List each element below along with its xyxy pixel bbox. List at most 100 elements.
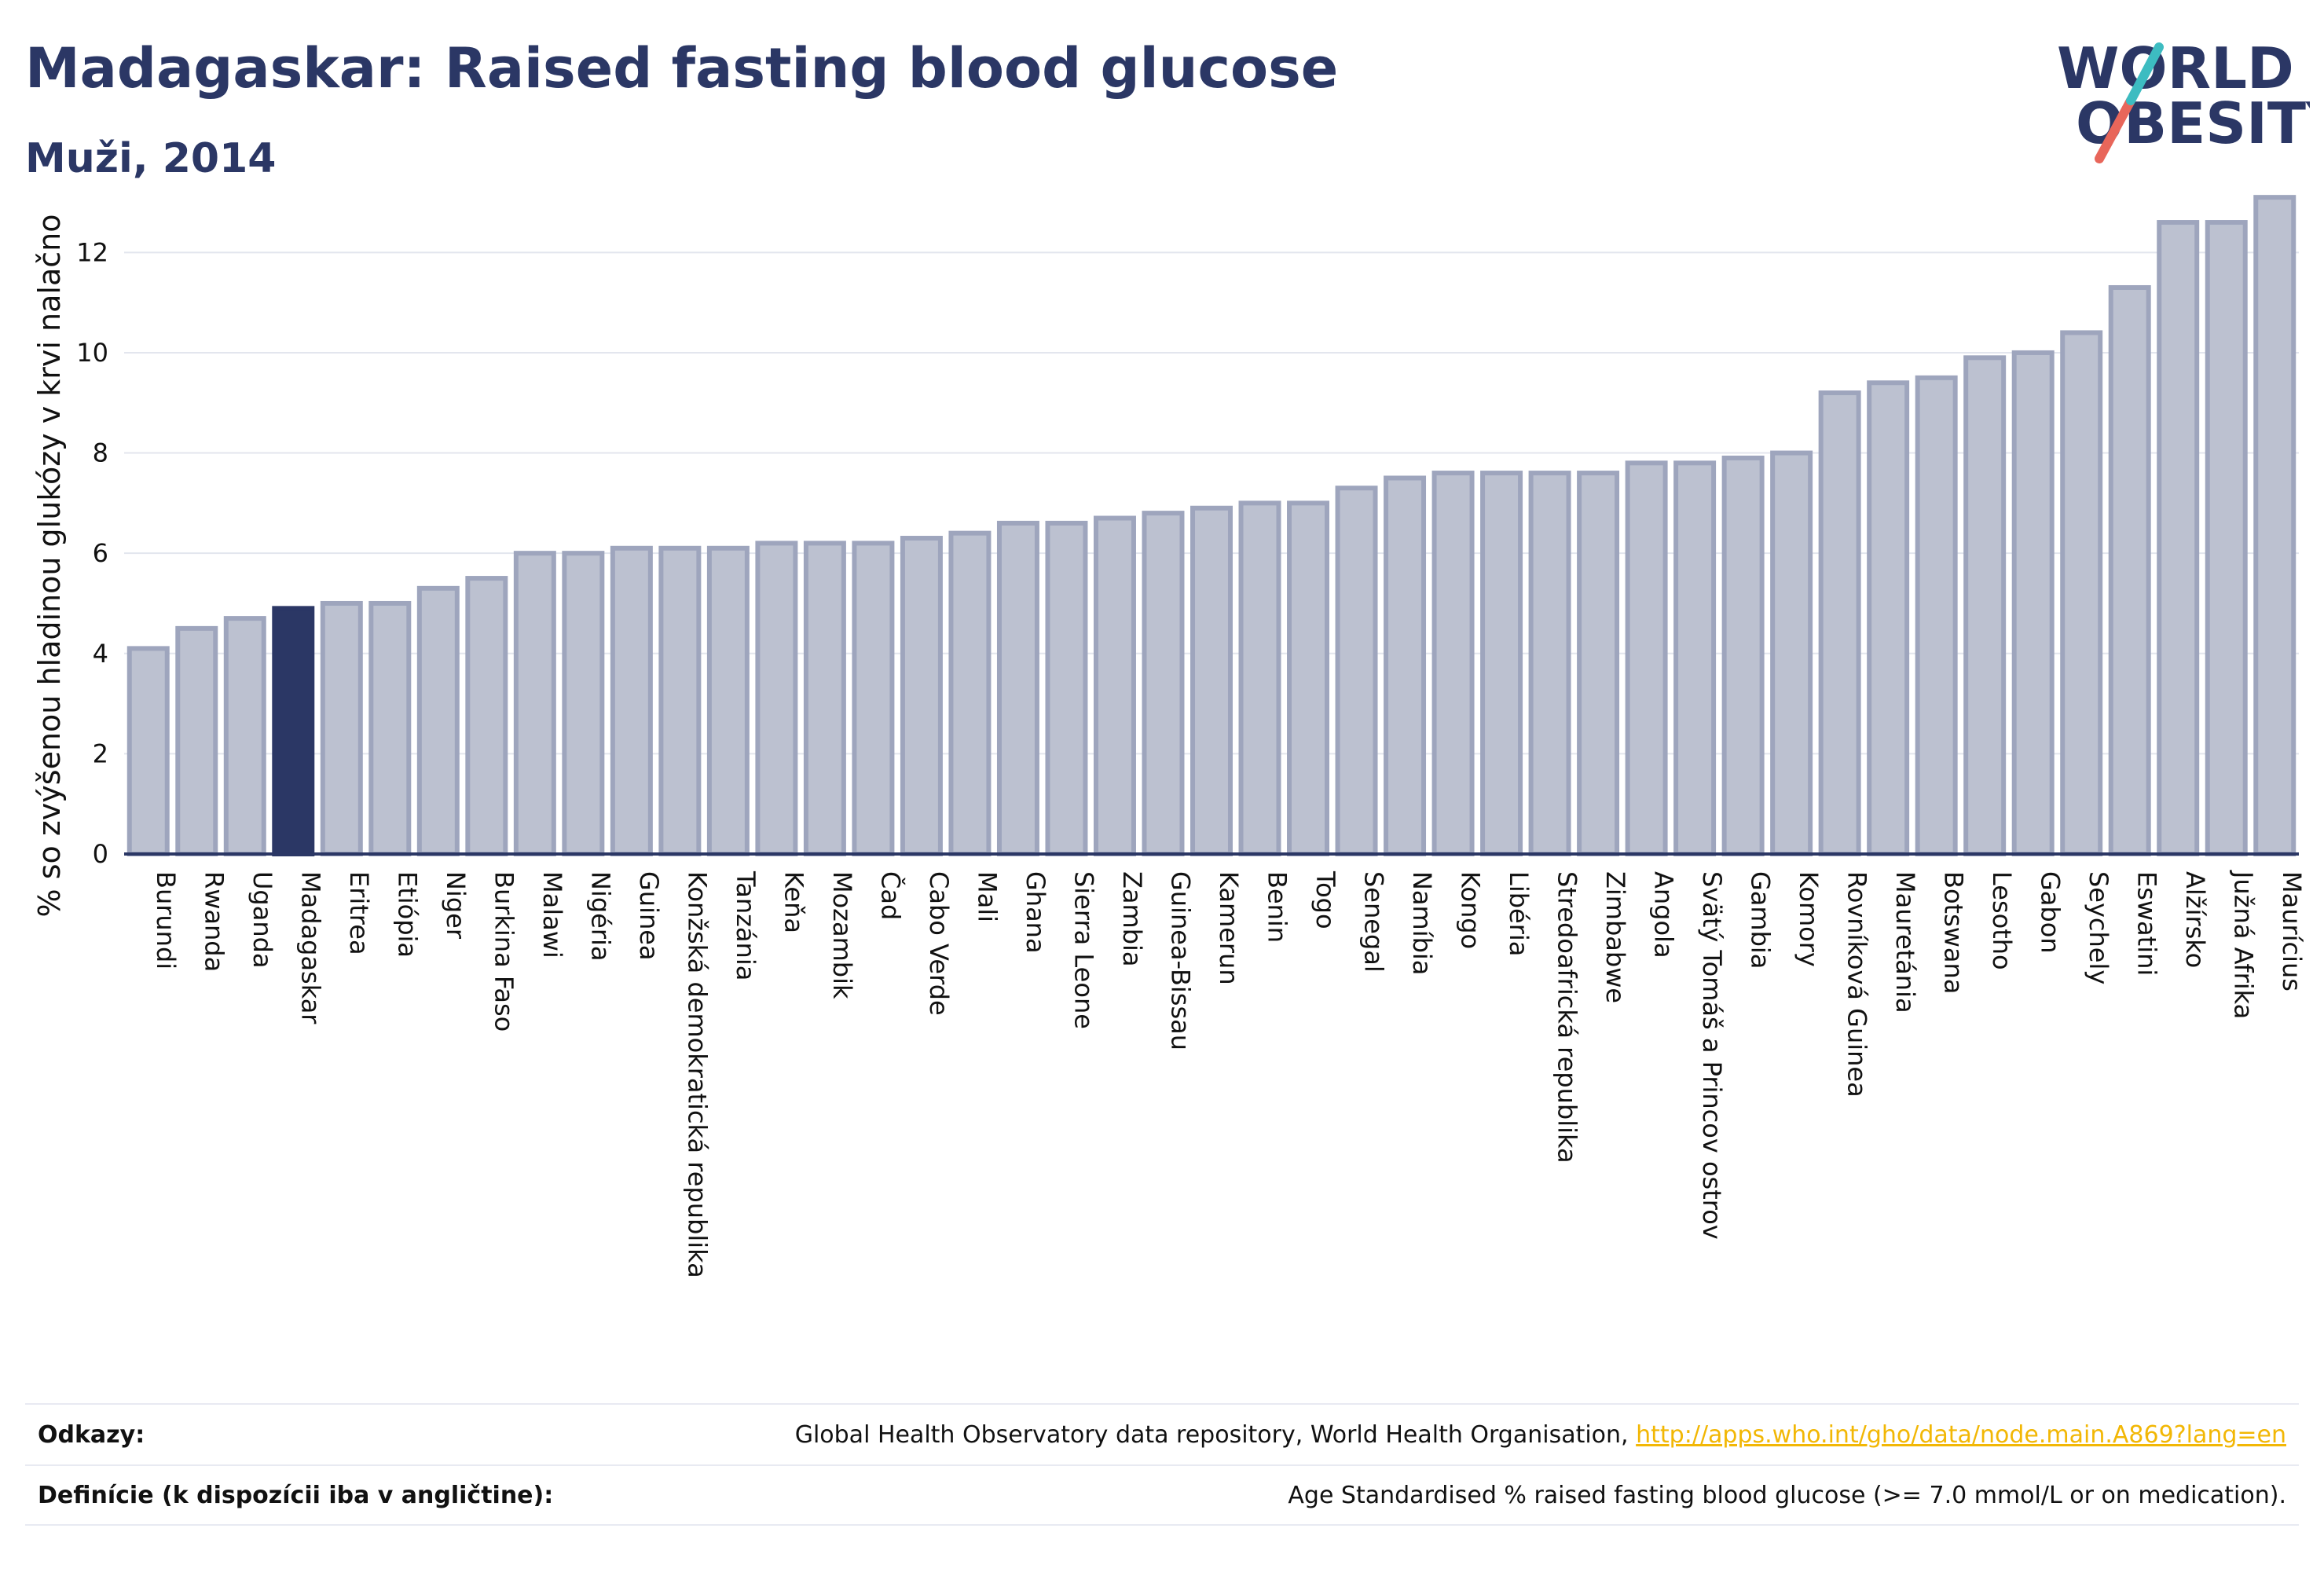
bar-19[interactable] [1045,520,1088,857]
bar-3[interactable] [272,606,315,857]
x-tick-label: Konžská demokratická republika [682,871,712,1278]
x-tick-label: Seychely [2084,871,2113,984]
bar-29[interactable] [1528,471,1571,857]
y-tick-label: 12 [76,237,108,267]
x-tick-label: Alžírsko [2180,871,2210,968]
bar-35[interactable] [1818,390,1861,857]
bar-43[interactable] [2205,220,2248,856]
x-tick-label: Botswana [1939,871,1969,994]
bar-40[interactable] [2060,330,2103,856]
x-tick-label: Zimbabwe [1600,871,1630,1003]
x-tick-label: Benin [1263,871,1292,943]
x-tick-label: Nigéria [585,871,615,961]
x-tick-label: Gabon [2036,871,2066,954]
bar-9[interactable] [562,551,605,856]
x-tick-label: Senegal [1359,871,1389,973]
bar-5[interactable] [368,600,412,856]
sources-label: Odkazy: [38,1420,145,1449]
x-tick-label: Južná Afrika [2229,870,2259,1019]
bar-14[interactable] [803,541,846,857]
x-tick-label: Guinea [634,871,664,961]
x-tick-label: Rwanda [199,871,229,972]
logo-line-1: WORLD [2057,35,2294,101]
y-tick-label: 0 [93,839,108,869]
x-tick-label: Cabo Verde [924,871,954,1016]
x-tick-label: Gambia [1746,871,1776,969]
bar-4[interactable] [320,600,363,856]
bar-17[interactable] [948,530,992,856]
definitions-row: Definície (k dispozícii iba v angličtine… [25,1464,2299,1526]
bar-23[interactable] [1238,500,1281,856]
x-tick-label: Sierra Leone [1069,871,1098,1029]
bar-16[interactable] [900,536,943,856]
bar-1[interactable] [175,625,218,856]
x-tick-label: Uganda [247,871,277,969]
x-tick-label: Guinea-Bissau [1165,871,1195,1050]
x-tick-label: Mauretánia [1890,871,1920,1013]
bar-38[interactable] [1963,355,2007,856]
x-tick-label: Mali [972,871,1002,922]
bar-12[interactable] [706,545,750,856]
chart-title: Madagaskar: Raised fasting blood glucose [25,36,1339,101]
bar-31[interactable] [1625,460,1668,856]
x-tick-label: Tanzánia [731,870,761,980]
bar-20[interactable] [1093,515,1136,856]
bar-6[interactable] [416,585,460,856]
bar-37[interactable] [1915,375,1958,857]
bar-32[interactable] [1673,460,1717,856]
x-tick-label: Kamerun [1214,871,1244,985]
bar-11[interactable] [658,545,702,856]
x-tick-label: Lesotho [1987,871,2017,970]
bar-10[interactable] [610,545,653,856]
bars [126,195,2297,857]
bar-34[interactable] [1770,450,1813,856]
x-tick-label: Etiópia [392,871,422,958]
x-tick-label: Malawi [537,871,567,958]
x-tick-label: Eritrea [344,871,374,955]
x-tick-label: Libéria [1504,871,1534,956]
bar-22[interactable] [1190,505,1233,857]
x-axis-labels: Burundi Rwanda Uganda Madagaskar Eritrea Etió… [151,870,2307,1278]
x-tick-label: Svätý Tomáš a Princov ostrov [1697,871,1727,1240]
bar-25[interactable] [1335,486,1378,856]
bar-36[interactable] [1867,380,1910,856]
bar-21[interactable] [1142,511,1185,856]
y-tick-label: 8 [93,438,108,468]
sources-value: Global Health Observatory data repositor… [795,1421,2286,1449]
bar-39[interactable] [2011,350,2055,856]
sources-link[interactable]: http://apps.who.int/gho/data/node.main.A… [1636,1420,2286,1449]
bar-30[interactable] [1577,471,1620,857]
bar-18[interactable] [996,520,1039,857]
x-tick-label: Čad [875,871,906,920]
x-tick-label: Mozambik [827,871,857,999]
x-tick-label: Burundi [151,871,181,969]
y-tick-label: 10 [76,338,108,368]
x-tick-label: Rovníková Guinea [1842,871,1872,1098]
bar-0[interactable] [126,646,170,856]
bar-15[interactable] [852,541,895,857]
y-axis-ticks: 0 2 4 6 8 10 12 [76,237,108,869]
bar-24[interactable] [1287,500,1330,856]
sources-text: Global Health Observatory data repositor… [794,1420,1629,1449]
bar-44[interactable] [2253,195,2297,856]
y-axis-title: % so zvýšenou hladinou glukózy v krvi na… [32,214,67,918]
bar-27[interactable] [1431,471,1475,857]
bar-8[interactable] [513,551,556,856]
bar-2[interactable] [223,616,266,856]
x-tick-label: Madagaskar [295,871,325,1024]
world-obesity-logo: WORLD OBESITY [2043,24,2324,176]
y-tick-label: 2 [93,739,108,768]
bar-7[interactable] [465,576,508,856]
bar-13[interactable] [755,541,798,857]
bar-chart: 0 2 4 6 8 10 12 Burundi Rwanda Uganda Madagaskar E… [32,195,2307,1278]
y-tick-label: 6 [93,538,108,568]
bar-41[interactable] [2108,284,2151,856]
bar-26[interactable] [1384,475,1427,856]
bar-33[interactable] [1721,455,1765,857]
world-obesity-logo-graphic: WORLD OBESITY [2057,35,2324,163]
bar-42[interactable] [2157,220,2200,856]
sources-row: Odkazy: Global Health Observatory data r… [25,1403,2299,1464]
x-tick-label: Togo [1310,870,1340,929]
x-tick-label: Ghana [1021,871,1050,954]
bar-28[interactable] [1480,471,1523,857]
